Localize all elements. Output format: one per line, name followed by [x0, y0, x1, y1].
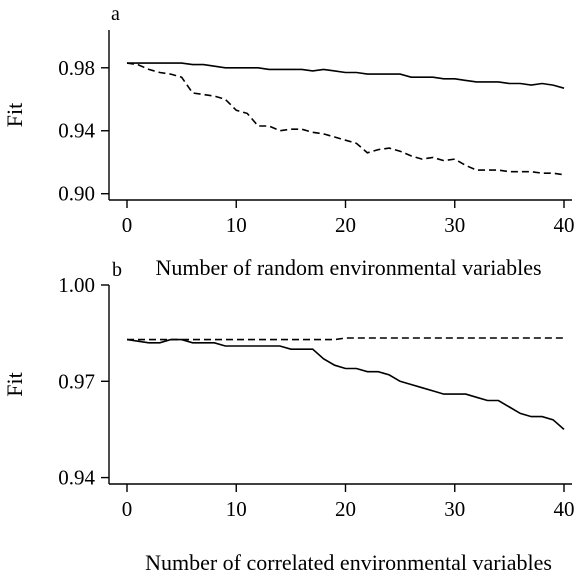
series-line-dashed	[127, 337, 564, 341]
y-axis-label: Fit	[2, 372, 27, 396]
series-line-solid	[127, 62, 565, 89]
y-tick-label: 1.00	[58, 273, 95, 297]
x-tick-label: 20	[335, 497, 356, 521]
y-axis-label: Fit	[2, 103, 27, 127]
y-tick-label: 0.94	[58, 466, 95, 490]
series-line-dashed	[126, 62, 565, 176]
y-tick-label: 0.97	[58, 369, 95, 393]
x-tick-label: 30	[444, 213, 465, 237]
plot-frame	[108, 285, 572, 485]
y-tick-label: 0.94	[58, 119, 95, 143]
x-tick-label: 40	[554, 497, 575, 521]
x-tick-label: 40	[554, 213, 575, 237]
x-tick-label: 10	[226, 213, 247, 237]
plot-frame	[108, 30, 572, 201]
series-line-solid	[126, 338, 565, 431]
panel-b: b 0 10 20 30 40 0.94 0.97 1.00 Number of correlat…	[2, 259, 575, 575]
x-tick-label: 20	[335, 213, 356, 237]
x-tick-label: 0	[122, 213, 133, 237]
x-axis-label: Number of correlated environmental varia…	[145, 550, 552, 575]
panel-label: a	[111, 3, 120, 25]
x-tick-label: 0	[122, 497, 133, 521]
x-tick-label: 10	[226, 497, 247, 521]
y-tick-label: 0.90	[58, 182, 95, 206]
x-axis-label: Number of random environmental variables	[155, 255, 541, 280]
panel-label: b	[112, 259, 122, 281]
y-tick-label: 0.98	[58, 56, 95, 80]
x-tick-label: 30	[444, 497, 465, 521]
panel-a: a 0 10 20 30 40 0.90 0.94 0.98 Number of random e…	[2, 3, 575, 280]
